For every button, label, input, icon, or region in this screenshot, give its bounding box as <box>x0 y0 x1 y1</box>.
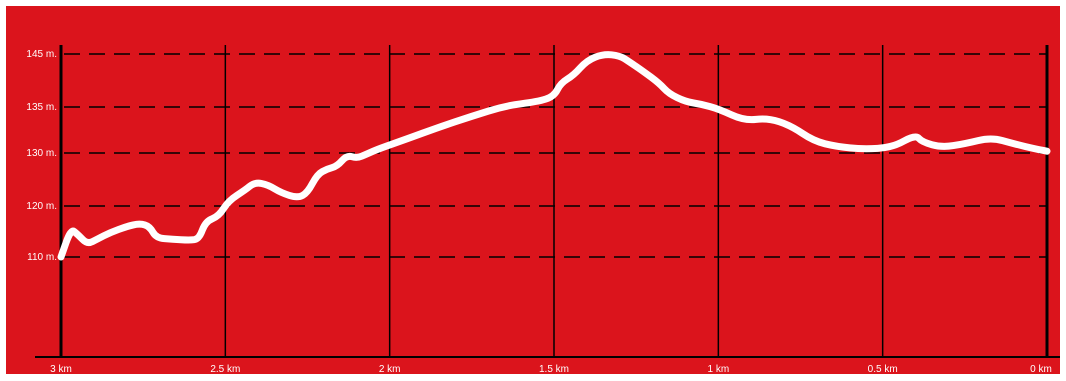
y-tick-label: 110 m. <box>27 252 57 263</box>
x-tick-label: 1.5 km <box>539 364 569 375</box>
x-tick-label: 0.5 km <box>868 364 898 375</box>
y-tick-label: 120 m. <box>26 201 57 212</box>
x-tick-label: 1 km <box>707 364 729 375</box>
x-tick-label: 0 km <box>1030 364 1052 375</box>
x-tick-label: 2 km <box>379 364 401 375</box>
y-tick-label: 135 m. <box>26 102 57 113</box>
y-tick-label: 130 m. <box>26 148 57 159</box>
y-tick-label: 145 m. <box>26 49 57 60</box>
chart-background <box>6 6 1060 374</box>
x-tick-label: 2.5 km <box>210 364 240 375</box>
elevation-line <box>57 51 1051 261</box>
x-tick-label: 3 km <box>50 364 72 375</box>
